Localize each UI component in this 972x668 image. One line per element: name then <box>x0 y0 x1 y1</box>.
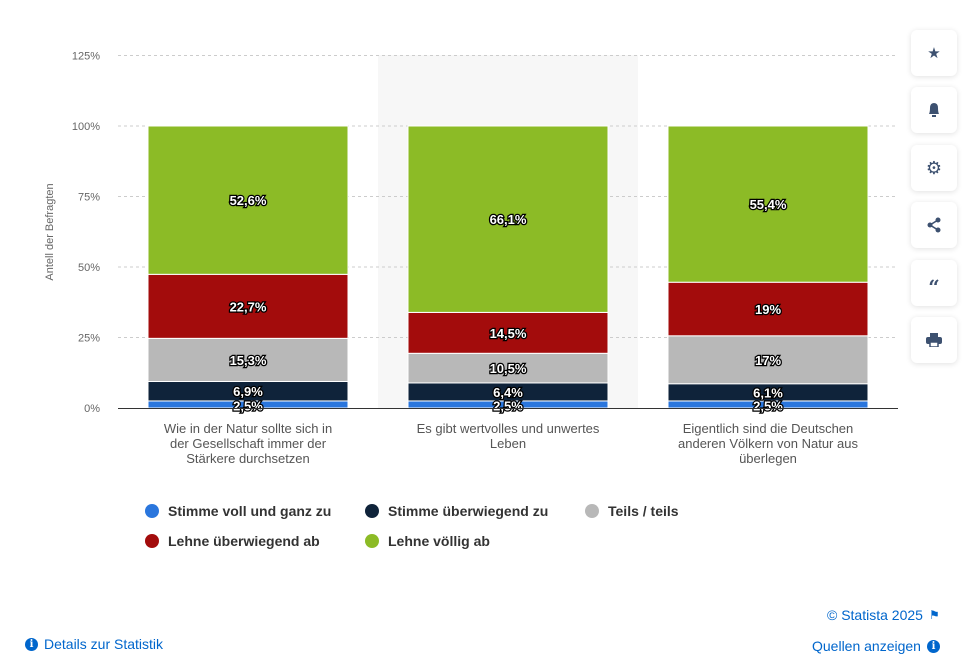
star-icon: ★ <box>927 45 941 62</box>
legend-dot <box>145 504 159 518</box>
legend-label: Stimme überwiegend zu <box>388 503 549 519</box>
gear-icon: ⚙ <box>925 157 943 178</box>
settings-button[interactable]: ⚙ <box>911 145 957 191</box>
details-text: Details zur Statistik <box>44 636 164 652</box>
legend-item[interactable]: Stimme voll und ganz zu <box>145 503 331 519</box>
sources-text: Quellen anzeigen <box>812 638 921 654</box>
y-tick-label: 75% <box>78 192 100 204</box>
flag-icon: ⚑ <box>928 608 940 622</box>
bar-segment <box>147 125 349 275</box>
data-label: 2,5% <box>493 398 523 413</box>
details-link[interactable]: i Details zur Statistik <box>25 636 163 652</box>
bar-segment <box>407 352 609 384</box>
data-label: 14,5% <box>490 326 527 341</box>
y-axis-label: Antell der Befragten <box>44 183 56 280</box>
data-label: 2,5% <box>233 398 263 413</box>
legend-item[interactable]: Lehne völlig ab <box>365 533 490 549</box>
notification-button[interactable] <box>911 87 957 133</box>
legend-dot <box>145 534 159 548</box>
legend-label: Lehne überwiegend ab <box>168 533 320 549</box>
share-button[interactable] <box>911 202 957 248</box>
x-tick-label: Wie in der Natur sollte sich in der Gese… <box>163 421 333 466</box>
y-tick-label: 100% <box>72 121 100 133</box>
legend-item[interactable]: Stimme überwiegend zu <box>365 503 548 519</box>
data-label: 19% <box>755 302 781 317</box>
bar-segment <box>667 281 869 337</box>
legend-label: Stimme voll und ganz zu <box>168 503 332 519</box>
print-button[interactable] <box>911 317 957 363</box>
bar-segment <box>667 335 869 385</box>
y-tick-label: 125% <box>72 51 100 63</box>
data-label: 52,6% <box>230 193 267 208</box>
data-label: 6,9% <box>233 384 263 399</box>
stacked-bar-chart: 0% 25% 50% 75% 100% 125% Antell der Befragten 2… <box>44 51 898 415</box>
share-icon <box>927 217 941 233</box>
favorite-button[interactable]: ★ <box>911 30 957 76</box>
data-label: 55,4% <box>750 197 787 212</box>
legend-item[interactable]: Teils / teils <box>585 503 679 519</box>
data-label: 6,4% <box>493 385 523 400</box>
x-tick-label: Es gibt wertvolles und unwertes Leben <box>416 421 600 451</box>
data-label: 2,5% <box>753 398 783 413</box>
data-label: 17% <box>755 353 781 368</box>
bar-segment <box>407 311 609 354</box>
bar-segment <box>147 337 349 382</box>
bell-icon <box>929 103 939 117</box>
data-label: 66,1% <box>490 212 527 227</box>
legend-dot <box>365 534 379 548</box>
copyright[interactable]: © Statista 2025 ⚑ <box>827 607 940 623</box>
legend-label: Teils / teils <box>608 503 679 519</box>
y-tick-label: 50% <box>78 262 100 274</box>
sources-link[interactable]: Quellen anzeigen i <box>812 638 940 654</box>
legend-label: Lehne völlig ab <box>388 533 490 549</box>
bar-segment <box>147 273 349 339</box>
legend-item[interactable]: Lehne überwiegend ab <box>145 533 320 549</box>
x-tick-label: Eigentlich sind die Deutschen anderen Vö… <box>678 421 858 466</box>
y-tick-label: 25% <box>78 333 100 345</box>
bar-segment <box>667 125 869 283</box>
data-label: 22,7% <box>230 299 267 314</box>
print-icon <box>926 333 942 347</box>
info-icon: i <box>25 637 38 651</box>
cite-button[interactable]: “ <box>911 260 957 306</box>
data-label: 6,1% <box>753 385 783 400</box>
data-label: 10,5% <box>490 361 527 376</box>
bar-segment <box>407 125 609 313</box>
legend-dot <box>365 504 379 518</box>
y-tick-label: 0% <box>84 403 100 415</box>
copyright-text: © Statista 2025 <box>827 607 923 623</box>
legend-dot <box>585 504 599 518</box>
info-icon: i <box>926 639 940 653</box>
quote-icon: “ <box>928 275 940 299</box>
data-label: 15,3% <box>230 353 267 368</box>
